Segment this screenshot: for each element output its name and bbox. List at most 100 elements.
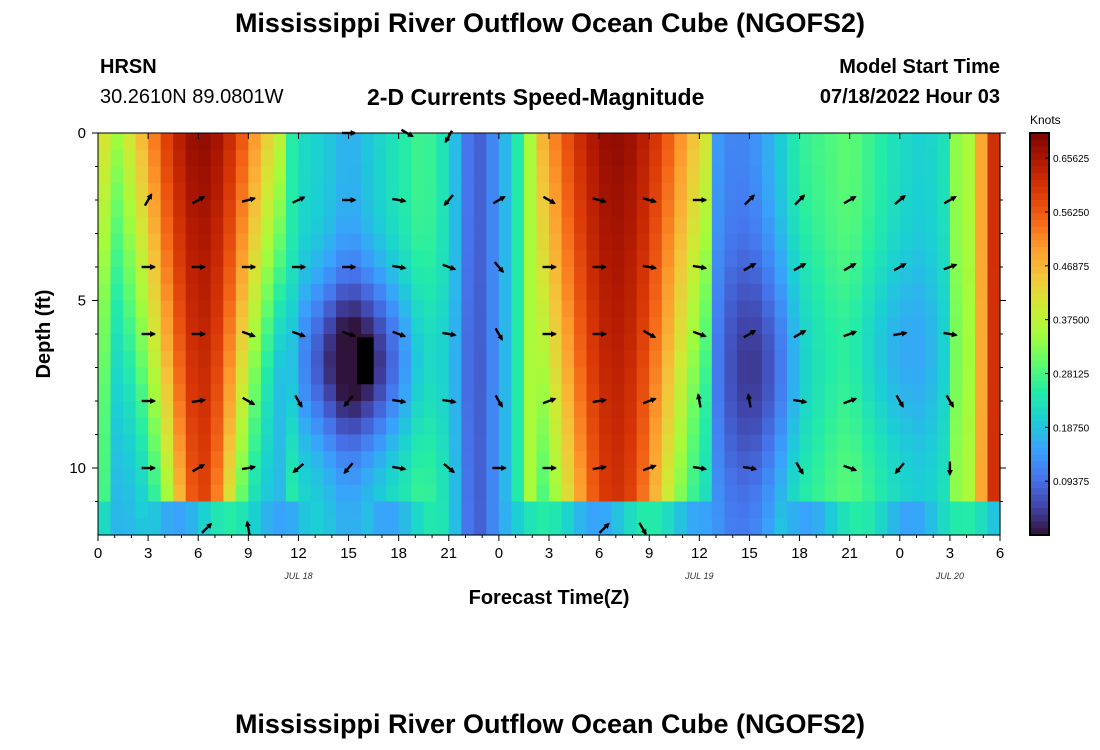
heatmap-cell: [711, 384, 725, 402]
heatmap-cell: [649, 350, 663, 369]
heatmap-cell: [348, 183, 362, 201]
heatmap-cell: [924, 216, 938, 235]
heatmap-cell: [799, 518, 813, 536]
current-arrow: [442, 263, 457, 271]
heatmap-cell: [135, 233, 149, 251]
heatmap-cell: [486, 401, 500, 419]
heatmap-cell: [235, 216, 249, 235]
heatmap-cell: [386, 518, 400, 536]
current-arrow: [692, 264, 708, 271]
heatmap-cell: [398, 317, 412, 335]
heatmap-cell: [862, 267, 876, 285]
heatmap-cell: [611, 518, 625, 536]
heatmap-cell: [711, 250, 725, 268]
heatmap-cell: [974, 468, 989, 486]
heatmap-cell: [473, 350, 487, 369]
heatmap-cell: [210, 216, 224, 235]
heatmap-cell: [974, 484, 989, 503]
heatmap-cell: [235, 417, 249, 436]
heatmap-cell: [686, 367, 700, 385]
heatmap-cell: [523, 501, 538, 519]
heatmap-cell: [937, 183, 951, 201]
heatmap-cell: [361, 233, 375, 251]
heatmap-cell: [135, 300, 149, 318]
heatmap-cell: [661, 401, 675, 419]
heatmap-cell: [185, 200, 199, 218]
heatmap-cell: [461, 233, 475, 251]
colorbar-segment: [1030, 206, 1049, 214]
heatmap-cell: [448, 267, 462, 285]
heatmap-cell: [123, 233, 137, 251]
heatmap-cell: [160, 183, 174, 201]
heatmap-cell: [987, 166, 1001, 184]
heatmap-cell: [411, 350, 425, 369]
heatmap-cell: [511, 501, 525, 519]
heatmap-cell: [674, 300, 688, 318]
heatmap-cell: [862, 183, 876, 201]
heatmap-cell: [498, 468, 513, 486]
heatmap-cell: [661, 149, 675, 168]
heatmap-cell: [937, 149, 951, 168]
heatmap-cell: [248, 216, 262, 235]
heatmap-cell: [924, 350, 938, 369]
heatmap-cell: [486, 350, 500, 369]
heatmap-cell: [699, 434, 713, 452]
heatmap-cell: [323, 216, 337, 235]
heatmap-cell: [749, 283, 763, 302]
heatmap-cell: [586, 334, 600, 352]
heatmap-cell: [361, 133, 375, 151]
heatmap-cell: [223, 149, 237, 168]
heatmap-cell: [260, 149, 274, 168]
x-tick-label: 9: [645, 545, 653, 562]
heatmap-cell: [473, 133, 487, 151]
heatmap-cell: [862, 401, 876, 419]
heatmap-cell: [912, 267, 926, 285]
heatmap-cell: [361, 484, 375, 503]
heatmap-cell: [310, 283, 325, 302]
heatmap-cell: [812, 434, 826, 452]
heatmap-cell: [711, 317, 725, 335]
heatmap-cell: [248, 200, 262, 218]
heatmap-cell: [649, 468, 663, 486]
colorbar-segment: [1030, 313, 1049, 322]
heatmap-cell: [423, 384, 437, 402]
heatmap-cell: [812, 451, 826, 469]
heatmap-cell: [411, 250, 425, 268]
heatmap-cell: [473, 183, 487, 201]
heatmap-cell: [323, 451, 337, 469]
heatmap-cell: [711, 133, 725, 151]
heatmap-cell: [624, 233, 638, 251]
heatmap-cell: [348, 233, 362, 251]
heatmap-cell: [599, 183, 613, 201]
heatmap-cell: [173, 149, 187, 168]
heatmap-cell: [974, 216, 989, 235]
heatmap-cell: [173, 518, 187, 536]
heatmap-cell: [912, 133, 926, 151]
heatmap-cell: [574, 183, 588, 201]
colorbar-segment: [1030, 528, 1049, 536]
heatmap-cell: [423, 401, 437, 419]
heatmap-cell: [310, 501, 325, 519]
heatmap-cell: [498, 434, 513, 452]
heatmap-cell: [185, 149, 199, 168]
heatmap-cell: [461, 451, 475, 469]
heatmap-cell: [185, 401, 199, 419]
heatmap-cell: [874, 183, 888, 201]
heatmap-cell: [536, 384, 550, 402]
heatmap-cell: [461, 384, 475, 402]
heatmap-cell: [198, 350, 212, 369]
heatmap-cell: [160, 434, 174, 452]
current-arrow: [191, 397, 207, 404]
current-arrow: [893, 330, 908, 337]
heatmap-cell: [749, 451, 763, 469]
heatmap-cell: [386, 149, 400, 168]
heatmap-cell: [373, 334, 387, 352]
heatmap-cell: [123, 451, 137, 469]
heatmap-cell: [210, 451, 224, 469]
heatmap-cell: [135, 133, 149, 151]
heatmap-cell: [761, 216, 776, 235]
heatmap-cell: [787, 216, 801, 235]
heatmap-cell: [924, 149, 938, 168]
heatmap-cell: [148, 267, 162, 285]
heatmap-cell: [912, 183, 926, 201]
